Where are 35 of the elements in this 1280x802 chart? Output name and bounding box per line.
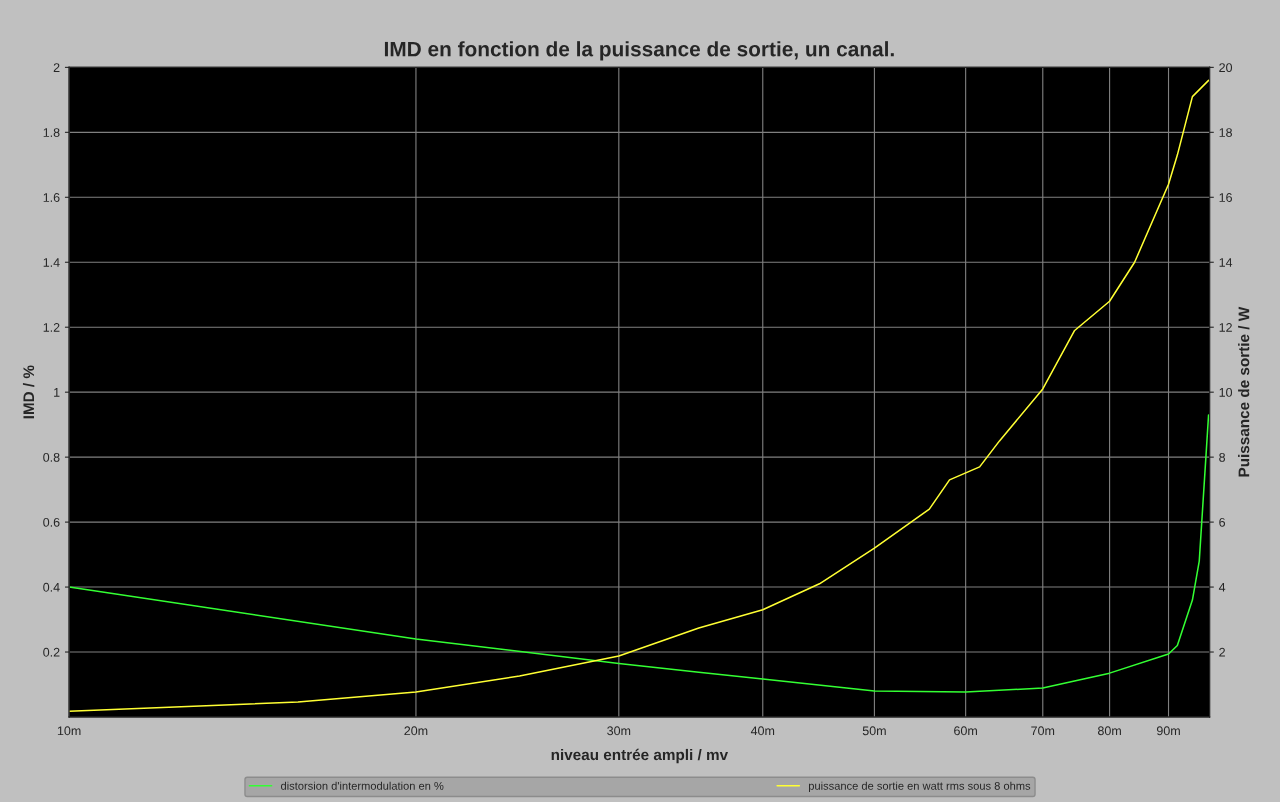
x-tick-label: 90m — [1156, 726, 1180, 736]
y-tick-label: 1.6 — [43, 193, 60, 202]
y2-tick-label: 6 — [1219, 517, 1226, 527]
y2-tick-label: 10 — [1219, 387, 1233, 397]
y-tick-label: 0.4 — [43, 582, 60, 592]
y-tick-label: 1 — [54, 388, 60, 397]
chart-title: IMD en fonction de la puissance de sortie, un canal. — [384, 41, 894, 61]
x-tick-label: 20m — [404, 726, 428, 736]
x-tick-label: 30m — [607, 726, 631, 736]
y2-tick-label: 14 — [1219, 258, 1233, 267]
legend-label: distorsion d'intermodulation en % — [280, 781, 444, 790]
x-axis-title: niveau entrée ampli / mv — [551, 748, 729, 764]
x-tick-label: 70m — [1031, 726, 1055, 736]
y2-tick-label: 20 — [1219, 63, 1233, 73]
y-axis-title: IMD / % — [22, 365, 35, 419]
y2-tick-label: 16 — [1219, 193, 1232, 202]
y-tick-label: 1.4 — [43, 258, 60, 267]
x-tick-label: 50m — [862, 726, 886, 736]
y-tick-label: 1.8 — [43, 128, 60, 137]
y-tick-label: 0.8 — [43, 452, 60, 462]
y2-tick-label: 4 — [1218, 582, 1226, 592]
y-tick-label: 1.2 — [43, 323, 60, 332]
x-tick-label: 80m — [1097, 726, 1121, 736]
y2-tick-label: 2 — [1219, 647, 1225, 657]
x-tick-label: 10m — [57, 726, 81, 736]
y-tick-label: 2 — [53, 63, 60, 72]
y2-tick-label: 12 — [1219, 323, 1232, 332]
y-tick-label: 0.2 — [43, 647, 60, 657]
y2-axis-title: Puissance de sortie / W — [1238, 306, 1250, 477]
legend-label: puissance de sortie en watt rms sous 8 ohms — [809, 781, 1031, 792]
y-tick-label: 0.6 — [43, 517, 60, 527]
y2-tick-label: 8 — [1219, 452, 1226, 462]
x-tick-label: 40m — [750, 726, 775, 736]
y2-tick-label: 18 — [1219, 128, 1232, 137]
x-tick-label: 60m — [954, 726, 977, 736]
